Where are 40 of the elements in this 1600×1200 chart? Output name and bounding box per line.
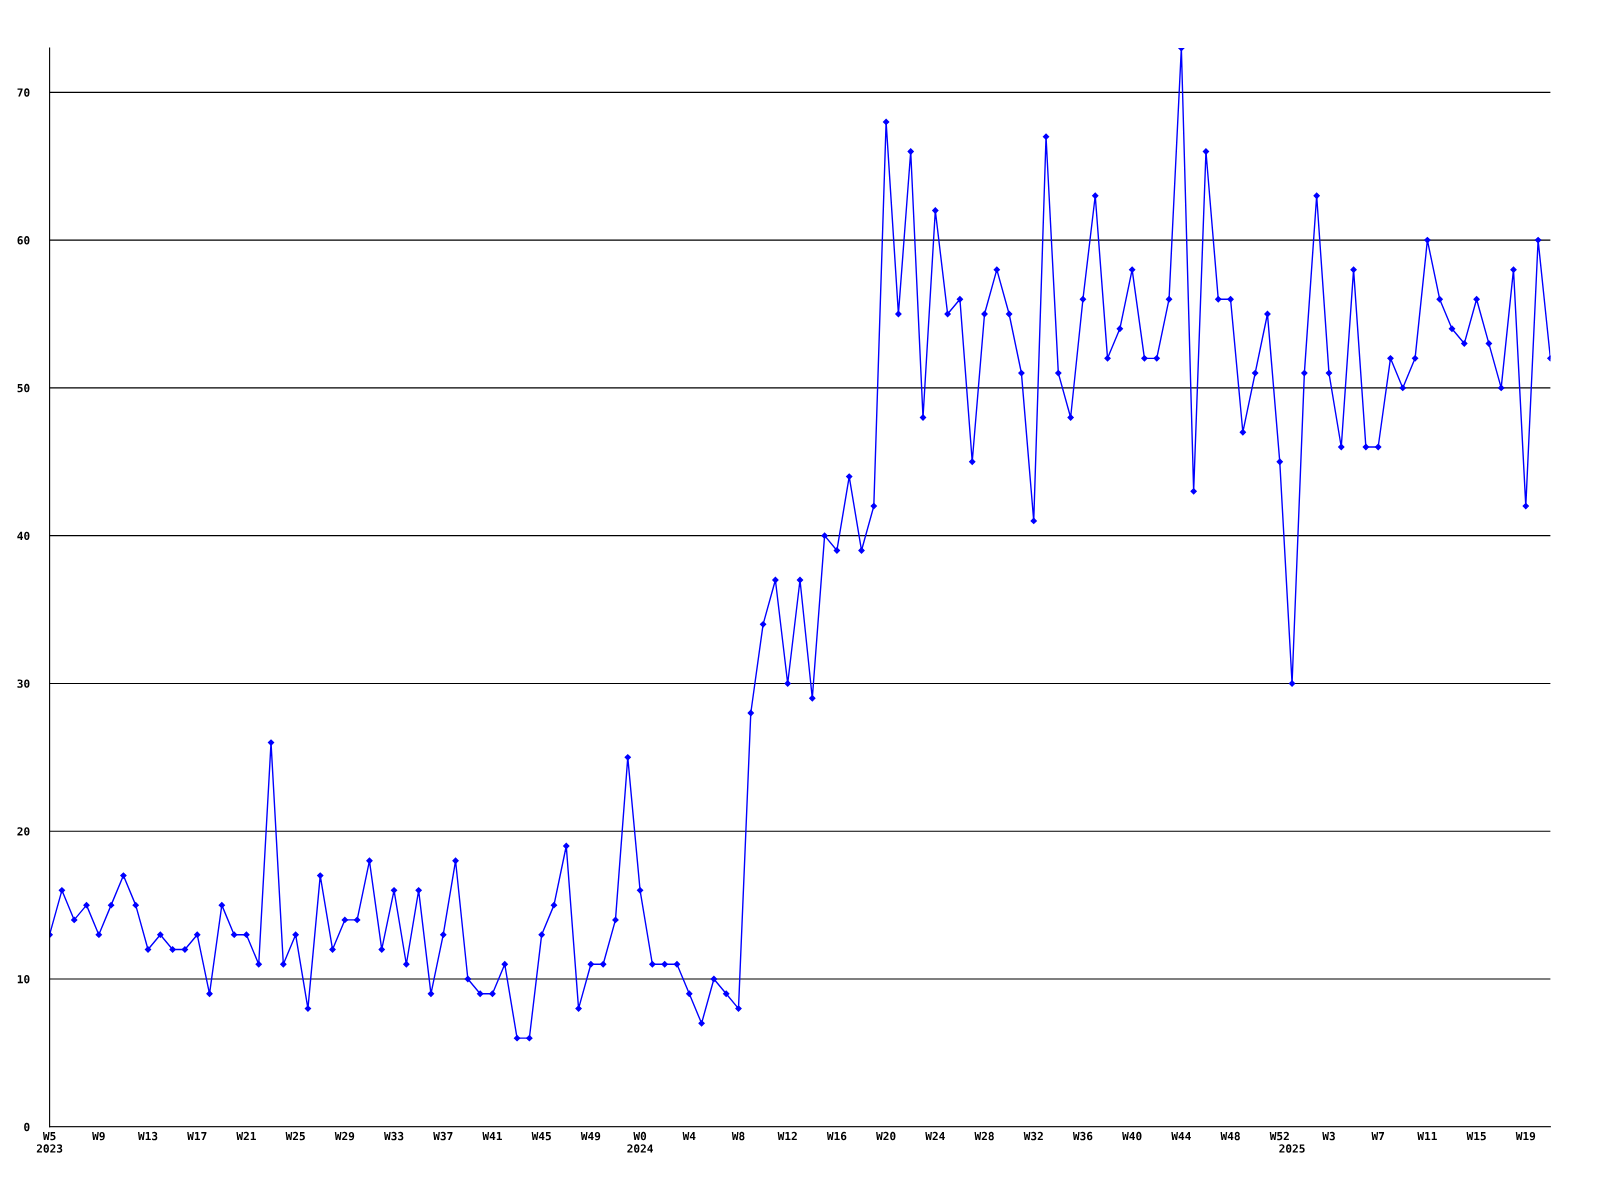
x-tick-label: W12 xyxy=(777,1131,797,1141)
x-tick-label: W21 xyxy=(236,1131,256,1141)
x-tick-label: W8 xyxy=(731,1131,745,1141)
x-tick-label: W28 xyxy=(974,1131,994,1141)
y-tick-label: 20 xyxy=(17,827,30,836)
x-tick-label: W32 xyxy=(1023,1131,1043,1141)
x-tick-label: W25 xyxy=(285,1131,305,1141)
x-tick-label: W44 xyxy=(1171,1132,1191,1141)
x-tick-label: W11 xyxy=(1417,1132,1437,1141)
x-tick-label: W33 xyxy=(384,1131,404,1141)
x-tick-label: 2025 xyxy=(1279,1144,1305,1153)
x-tick-label: W49 xyxy=(580,1131,601,1141)
x-tick-label: W29 xyxy=(334,1131,355,1141)
x-tick-label: W17 xyxy=(187,1132,207,1141)
x-tick-label: W24 xyxy=(925,1131,945,1141)
y-tick-label: 50 xyxy=(17,383,30,393)
y-tick-label: 70 xyxy=(17,88,30,97)
x-tick-label: W13 xyxy=(137,1131,158,1141)
x-tick-label: W7 xyxy=(1371,1132,1385,1141)
x-tick-label: W0 2024 xyxy=(627,1131,653,1153)
x-tick-label: W48 xyxy=(1220,1131,1240,1141)
x-tick-label: W36 xyxy=(1072,1131,1093,1141)
x-tick-label: W15 xyxy=(1466,1132,1486,1141)
x-tick-label: W19 xyxy=(1515,1131,1536,1141)
x-tick-label: W3 xyxy=(1322,1131,1335,1141)
x-tick-label: W20 xyxy=(876,1131,896,1141)
x-tick-label: W16 xyxy=(826,1131,847,1141)
x-tick-label: W40 xyxy=(1122,1131,1142,1141)
x-tick-label: W52 xyxy=(1269,1131,1289,1141)
y-tick-label: 0 xyxy=(24,1122,30,1132)
y-tick-label: 10 xyxy=(17,974,30,984)
x-tick-label: W45 xyxy=(531,1132,551,1141)
x-tick-label: W9 xyxy=(92,1131,105,1141)
y-tick-label: 30 xyxy=(17,679,30,688)
y-tick-label: 60 xyxy=(17,236,30,245)
x-tick-label: W4 xyxy=(682,1132,696,1141)
x-tick-label: W5 2023 xyxy=(36,1132,63,1153)
x-tick-label: W37 xyxy=(433,1131,453,1141)
y-tick-label: 40 xyxy=(17,531,30,541)
x-tick-label: W41 xyxy=(482,1132,502,1141)
